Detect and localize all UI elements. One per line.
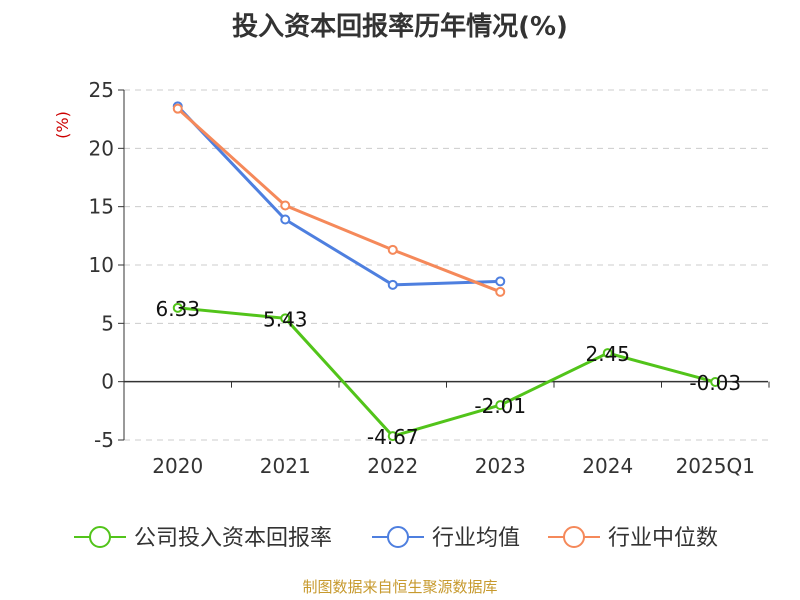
x-tick-label: 2020 (152, 454, 203, 478)
data-point (172, 302, 183, 313)
data-label: 6.33 (155, 297, 200, 321)
source-note: 制图数据来自恒生聚源数据库 (302, 578, 498, 596)
y-tick-label: 5 (101, 311, 114, 335)
axes: -5 0 5 10 15 20 25 (%) 2020 2021 2022 2023 2024 2025Q… (53, 78, 770, 478)
data-point (280, 200, 291, 211)
y-tick-label: 10 (89, 253, 114, 277)
series-line (176, 105, 501, 287)
chart-title: 投入资本回报率历年情况(%) (232, 12, 568, 42)
data-point (172, 103, 183, 114)
data-point (710, 377, 721, 388)
legend-marker (563, 526, 585, 548)
data-point (495, 276, 506, 287)
x-tick-label: 2024 (582, 454, 633, 478)
series-line (177, 306, 716, 438)
x-tick-label: 2021 (260, 454, 311, 478)
series-lines (172, 101, 721, 442)
y-tick-label: 15 (89, 195, 114, 219)
data-point (387, 279, 398, 290)
data-point (280, 214, 291, 225)
data-point (495, 400, 506, 411)
data-labels: 6.33 5.43 -4.67 -2.01 2.45 -0.03 (155, 297, 741, 449)
data-point (602, 348, 613, 359)
data-point (280, 313, 291, 324)
legend-label: 行业均值 (432, 526, 520, 551)
data-label: 5.43 (263, 307, 308, 331)
grid-lines (124, 89, 768, 441)
series-line (176, 107, 501, 294)
legend-marker (387, 526, 409, 548)
y-tick-label: 25 (89, 78, 114, 102)
data-point (387, 431, 398, 442)
legend-label: 行业中位数 (608, 526, 718, 551)
data-point (387, 244, 398, 255)
legend-label: 公司投入资本回报率 (134, 526, 332, 551)
x-tick-label: 2023 (475, 454, 526, 478)
y-axis-unit: (%) (53, 111, 72, 139)
y-tick-label: -5 (94, 428, 114, 452)
data-label: -4.67 (367, 425, 419, 449)
y-tick-label: 0 (101, 370, 114, 394)
legend: 公司投入资本回报率 行业均值 行业中位数 (74, 526, 718, 551)
y-tick-label: 20 (89, 136, 114, 160)
x-tick-label: 2025Q1 (676, 454, 755, 478)
legend-marker (89, 526, 111, 548)
data-label: -2.01 (474, 394, 526, 418)
data-label: 2.45 (585, 342, 630, 366)
data-label: -0.03 (689, 371, 741, 395)
data-point (495, 286, 506, 297)
x-tick-label: 2022 (367, 454, 418, 478)
